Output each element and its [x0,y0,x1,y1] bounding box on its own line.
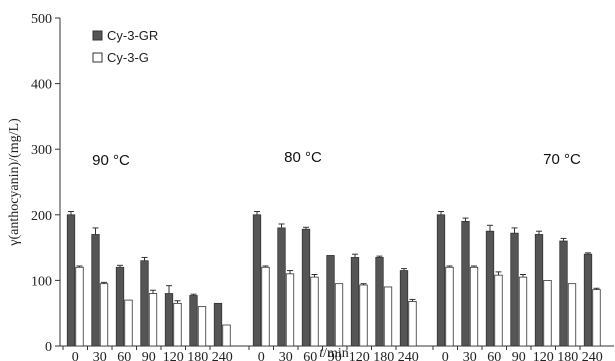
x-tick-label: 90 [142,350,156,361]
x-tick-label: 180 [187,350,208,361]
x-tick-label: 120 [163,350,184,361]
x-tick-label: 120 [349,350,370,361]
bar-cy3gr-90c-0 [66,214,76,347]
x-tick-label: 30 [93,350,107,361]
x-tick-label: 240 [398,350,419,361]
x-tick-label: 180 [557,350,578,361]
x-tick-label: 240 [212,350,233,361]
x-tick-label: 30 [279,350,293,361]
bar-cy3gr-70c-90 [510,232,519,347]
y-tick-label: 0 [45,340,52,355]
bar-cy3gr-70c-30 [461,220,470,347]
bar-cy3g-90c-180 [197,306,207,347]
temperature-label: 80 °C [284,149,322,166]
bar-cy3gr-70c-240 [583,253,593,347]
bar-cy3gr-90c-120 [164,293,174,347]
bar-cy3gr-70c-120 [534,234,544,347]
x-tick-label: 60 [487,350,501,361]
x-tick-label: 240 [582,350,603,361]
bar-cy3gr-80c-60 [301,228,311,347]
bar-cy3g-80c-90 [334,283,344,347]
bar-cy3gr-90c-90 [140,260,149,347]
legend-label-cy3g: Cy-3-G [107,50,149,65]
bar-cy3gr-80c-90 [326,255,335,347]
legend-label-cy3gr: Cy-3-GR [107,28,158,43]
x-tick-label: 90 [512,350,526,361]
bar-cy3g-80c-30 [285,273,295,347]
legend-swatch-cy3gr [92,30,103,41]
bar-cy3g-70c-90 [518,276,528,347]
bar-cy3g-90c-120 [173,302,182,347]
x-tick-label: 60 [117,350,131,361]
temperature-label: 70 °C [543,151,581,168]
y-tick-label: 400 [31,78,52,93]
bar-cy3gr-90c-180 [189,295,198,347]
x-tick-label: 180 [373,350,394,361]
x-tick-label: 30 [463,350,477,361]
bar-cy3g-80c-60 [310,276,319,347]
bar-cy3gr-80c-120 [350,257,360,347]
y-tick-label: 100 [31,274,52,289]
x-tick-label: 60 [303,350,317,361]
temperature-labels: 90 °C 80 °C 70 °C [92,149,581,169]
bar-cy3g-70c-30 [469,266,479,347]
bar-cy3gr-90c-30 [91,234,100,347]
bar-cy3gr-70c-60 [485,230,495,347]
bar-cy3g-70c-60 [494,274,503,347]
bar-cy3g-70c-180 [567,283,577,347]
x-tick-label: 0 [258,350,265,361]
bar-cy3g-90c-240 [222,324,231,347]
x-tick-label: 120 [533,350,554,361]
x-axis-title-unit: /min [323,346,349,361]
bar-cy3g-80c-180 [383,286,393,347]
bar-cy3gr-90c-60 [115,266,125,347]
bar-cy3gr-80c-30 [277,227,286,347]
bar-cy3g-70c-0 [445,266,454,347]
x-axis: 0 30 60 90 120 180 240 0 30 60 90 120 180 240 0 30 60 90 1… [62,346,603,361]
y-tick-label: 500 [31,12,52,27]
temperature-label: 90 °C [92,152,130,169]
bar-cy3g-80c-120 [359,284,368,347]
bar-cy3g-90c-30 [99,283,109,347]
bar-cy3g-70c-240 [592,289,601,347]
bar-cy3g-90c-90 [148,293,158,347]
bar-cy3g-90c-60 [124,299,133,347]
bar-cy3gr-70c-180 [559,240,568,347]
x-tick-label: 90 [328,350,342,361]
bar-cy3gr-80c-240 [399,270,409,347]
y-tick-label: 300 [31,143,52,158]
bar-cy3gr-80c-0 [252,214,262,347]
y-axis-title: γ(anthocyanin)/(mg/L) [7,118,22,247]
bar-cy3gr-90c-240 [213,302,223,347]
x-tick-label: 0 [442,350,449,361]
x-axis-title: t/min [319,346,349,361]
legend-swatch-cy3g [92,52,103,63]
bar-cy3g-90c-0 [75,266,84,347]
bar-cy3g-70c-120 [543,279,552,347]
bar-cy3g-80c-0 [261,266,270,347]
bar-cy3gr-70c-0 [436,214,446,347]
y-tick-label: 200 [31,209,52,224]
x-tick-label: 0 [72,350,79,361]
x-axis-title-var: t [319,346,324,361]
legend: Cy-3-GR Cy-3-G [92,28,158,65]
bar-cy3gr-80c-180 [375,257,384,347]
bars [66,211,601,347]
bar-cy3g-80c-240 [408,300,417,347]
